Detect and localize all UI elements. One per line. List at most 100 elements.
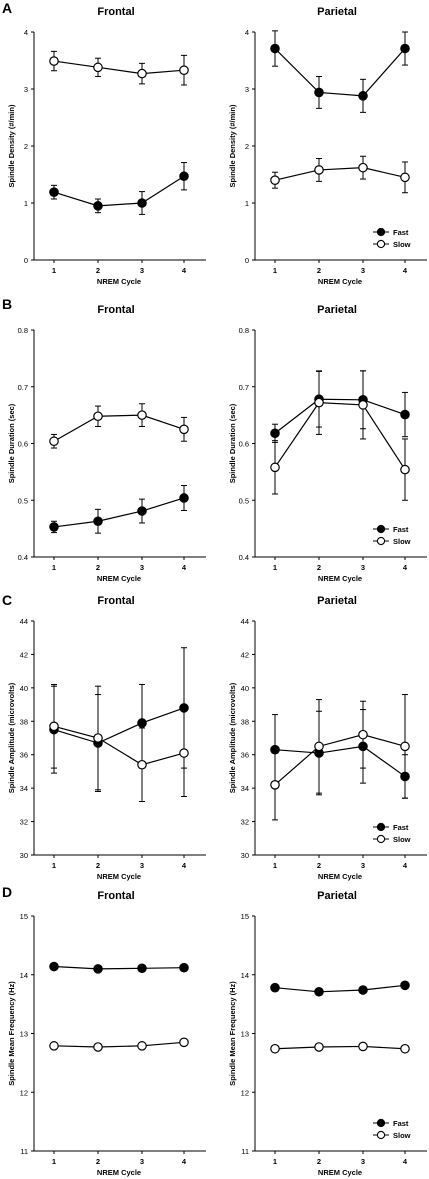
data-point bbox=[179, 171, 189, 182]
chart-3: Frontal 0.4 0.5 0.6 0.7 0.8 1 2 3 4 NREM Cycle Spin… bbox=[7, 304, 206, 583]
y-tick-label: 15 bbox=[20, 912, 28, 921]
y-tick-label: 38 bbox=[241, 717, 249, 726]
y-tick-label: 13 bbox=[241, 1030, 249, 1039]
panel-letter-a: A bbox=[2, 0, 12, 16]
chart-2: Parietal 0 1 2 3 4 1 2 3 4 NREM Cycle Spindle Densi… bbox=[228, 6, 427, 286]
y-tick-label: 0 bbox=[24, 256, 28, 265]
legend-label: Slow bbox=[393, 240, 411, 249]
data-point bbox=[137, 759, 147, 770]
x-tick-label: 3 bbox=[361, 1157, 365, 1166]
chart-title: Parietal bbox=[317, 890, 357, 902]
series-slow bbox=[49, 684, 189, 803]
y-tick-label: 3 bbox=[24, 85, 28, 94]
x-axis-label: NREM Cycle bbox=[318, 872, 362, 881]
data-point bbox=[49, 1041, 59, 1051]
series-line bbox=[53, 1041, 185, 1048]
y-axis-label: Spindle Density (#/min) bbox=[7, 104, 16, 187]
x-tick-label: 1 bbox=[52, 563, 56, 572]
y-tick-label: 32 bbox=[241, 818, 249, 827]
x-tick-label: 1 bbox=[273, 563, 277, 572]
series-line bbox=[274, 734, 406, 786]
y-tick-label: 40 bbox=[241, 684, 249, 693]
x-tick-label: 4 bbox=[403, 563, 408, 572]
x-tick-label: 2 bbox=[96, 861, 100, 870]
data-point bbox=[179, 748, 189, 758]
legend-label: Fast bbox=[393, 823, 409, 832]
series-line bbox=[274, 167, 406, 181]
legend-marker bbox=[376, 239, 386, 249]
x-axis-label: NREM Cycle bbox=[318, 1168, 362, 1177]
y-tick-label: 0.5 bbox=[18, 496, 28, 505]
data-point bbox=[93, 1042, 103, 1052]
legend-marker bbox=[376, 1118, 386, 1128]
series-slow bbox=[49, 403, 189, 449]
legend: Fast Slow bbox=[373, 1118, 411, 1140]
x-tick-label: 3 bbox=[140, 861, 144, 870]
data-point bbox=[270, 428, 280, 439]
data-point bbox=[137, 410, 147, 420]
y-tick-label: 30 bbox=[241, 851, 249, 860]
series-fast bbox=[270, 370, 410, 443]
series-fast bbox=[49, 647, 189, 792]
x-tick-label: 4 bbox=[182, 563, 187, 572]
y-axis-label: Spindle Duration (sec) bbox=[7, 403, 16, 483]
y-tick-label: 14 bbox=[241, 971, 249, 980]
x-tick-label: 1 bbox=[273, 1157, 277, 1166]
y-tick-label: 15 bbox=[241, 912, 249, 921]
data-point bbox=[137, 198, 147, 208]
series-line bbox=[53, 60, 185, 75]
y-tick-label: 11 bbox=[20, 1147, 28, 1156]
y-tick-label: 34 bbox=[241, 784, 249, 793]
panel-letter-c: C bbox=[2, 592, 12, 608]
series-slow bbox=[270, 694, 410, 821]
data-point bbox=[179, 493, 189, 503]
legend-label: Fast bbox=[393, 228, 409, 237]
y-tick-label: 44 bbox=[241, 617, 249, 626]
y-tick-label: 12 bbox=[241, 1088, 249, 1097]
y-tick-label: 0.5 bbox=[239, 496, 249, 505]
series-line bbox=[274, 398, 406, 434]
series-line bbox=[53, 725, 185, 766]
x-axis-label: NREM Cycle bbox=[97, 1168, 141, 1177]
y-tick-label: 0 bbox=[245, 256, 249, 265]
x-tick-label: 1 bbox=[52, 1157, 56, 1166]
x-tick-label: 3 bbox=[140, 563, 144, 572]
data-point bbox=[400, 43, 410, 54]
data-point bbox=[137, 68, 147, 79]
data-point bbox=[400, 172, 410, 183]
panel-letter-b: B bbox=[2, 296, 12, 312]
series-line bbox=[53, 707, 185, 744]
series-line bbox=[53, 175, 185, 207]
y-tick-label: 0.6 bbox=[18, 440, 28, 449]
series-fast bbox=[270, 30, 410, 113]
data-point bbox=[270, 982, 280, 993]
legend-marker bbox=[376, 1130, 386, 1140]
data-point bbox=[49, 721, 59, 732]
chart-title: Parietal bbox=[317, 304, 357, 316]
data-point bbox=[358, 1041, 368, 1052]
y-tick-label: 14 bbox=[20, 971, 28, 980]
legend-label: Slow bbox=[393, 835, 411, 844]
y-axis-label: Spindle Mean Frequency (Hz) bbox=[7, 981, 16, 1086]
chart-4: Parietal 0.4 0.5 0.6 0.7 0.8 1 2 3 4 NREM Cycle Spi… bbox=[228, 304, 427, 583]
data-point bbox=[358, 985, 368, 995]
y-tick-label: 42 bbox=[241, 650, 249, 659]
y-axis-label: Spindle Amplitude (microvolts) bbox=[7, 682, 16, 793]
x-tick-label: 1 bbox=[273, 861, 277, 870]
data-point bbox=[314, 397, 324, 408]
data-point bbox=[137, 718, 147, 728]
data-point bbox=[400, 741, 410, 752]
chart-title: Frontal bbox=[97, 304, 134, 316]
x-tick-label: 4 bbox=[403, 1157, 408, 1166]
data-point bbox=[93, 964, 103, 974]
chart-title: Frontal bbox=[97, 6, 134, 18]
x-tick-label: 3 bbox=[140, 266, 144, 275]
y-tick-label: 38 bbox=[20, 717, 28, 726]
y-tick-label: 0.4 bbox=[18, 553, 28, 562]
y-tick-label: 0.7 bbox=[18, 383, 28, 392]
y-tick-label: 0.4 bbox=[239, 553, 249, 562]
series-fast bbox=[270, 980, 410, 997]
data-point bbox=[93, 733, 103, 743]
